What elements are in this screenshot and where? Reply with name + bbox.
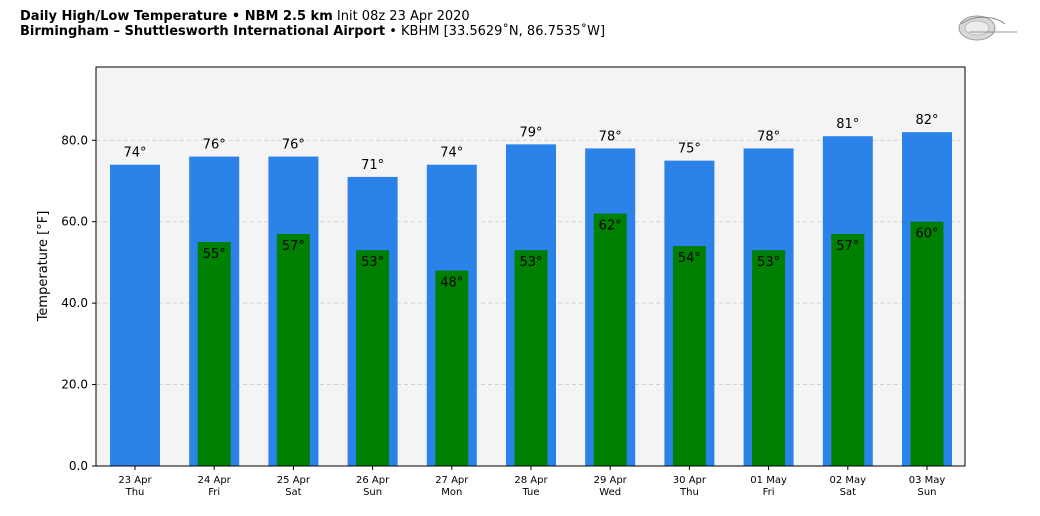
low-temp-label: 53° [757,255,780,270]
y-axis: 0.0 20.0 40.0 60.0 80.0 [61,133,96,473]
y-tick-label: 20.0 [61,378,88,392]
low-temp-bar [276,233,310,466]
header-line-2: Birmingham – Shuttlesworth International… [20,24,605,39]
high-temp-label: 76° [203,138,226,153]
low-temp-bar [514,250,548,466]
x-tick-date: 30 Apr [673,475,707,486]
y-tick-label: 80.0 [61,133,88,147]
high-temp-label: 76° [282,138,305,153]
x-tick-date: 27 Apr [435,475,469,486]
x-tick-day: Tue [521,487,539,498]
x-tick-date: 03 May [909,475,946,486]
low-temp-bar [197,242,231,466]
high-temp-bar [110,164,160,466]
low-temp-label: 53° [361,255,384,270]
x-tick-date: 26 Apr [356,475,390,486]
x-tick-day: Sun [917,487,936,498]
low-temp-bar [356,250,390,466]
header-location: Birmingham – Shuttlesworth International… [20,24,386,39]
y-tick-label: 40.0 [61,296,88,310]
low-temp-bar [831,233,865,466]
high-temp-label: 78° [599,129,622,144]
low-temp-label: 62° [599,219,622,234]
header-init-time: Init 08z 23 Apr 2020 [336,9,470,24]
x-tick-day: Sun [363,487,382,498]
x-tick-day: Fri [763,487,775,498]
x-tick-date: 24 Apr [198,475,232,486]
low-temp-label: 60° [915,227,938,242]
x-tick-date: 23 Apr [118,475,152,486]
header-line-1: Daily High/Low Temperature • NBM 2.5 km … [20,9,605,24]
x-tick-day: Thu [125,487,145,498]
x-tick-date: 02 May [830,475,867,486]
x-tick-day: Sat [285,487,301,498]
high-temp-label: 74° [123,146,146,161]
y-axis-label: Temperature [°F] [36,211,51,323]
header-station: • KBHM [33.5629˚N, 86.7535˚W] [389,24,606,39]
low-temp-label: 57° [836,239,859,254]
y-tick-label: 0.0 [69,459,88,473]
high-temp-label: 82° [915,113,938,128]
low-temp-label: 53° [519,255,542,270]
high-temp-label: 71° [361,158,384,173]
low-temp-label: 48° [440,276,463,291]
high-temp-label: 74° [440,146,463,161]
x-tick-date: 01 May [750,475,787,486]
low-temp-bar [910,221,944,466]
low-temp-bar [672,246,706,466]
bars [110,132,952,467]
low-temp-bar [752,250,786,466]
weatherbell-logo [958,15,1017,41]
low-temp-bar [435,270,469,466]
x-tick-day: Thu [679,487,699,498]
x-tick-date: 25 Apr [277,475,311,486]
y-tick-label: 60.0 [61,215,88,229]
x-tick-day: Sat [840,487,856,498]
high-temp-label: 78° [757,129,780,144]
x-tick-day: Mon [441,487,462,498]
low-temp-label: 54° [678,251,701,266]
low-temp-label: 57° [282,239,305,254]
high-temp-label: 81° [836,117,859,132]
x-tick-day: Fri [208,487,220,498]
high-temp-label: 75° [678,142,701,157]
bar-labels: 74° 76° 55° 76° 57° 71° 53° 74° 48° 79° 53° 78° 62° 7… [123,113,938,290]
x-tick-day: Wed [599,487,621,498]
x-tick-date: 28 Apr [514,475,548,486]
chart-header: Daily High/Low Temperature • NBM 2.5 km … [20,9,605,39]
high-temp-label: 79° [519,125,542,140]
low-temp-bar [593,213,627,466]
header-title: Daily High/Low Temperature • NBM 2.5 km [20,9,333,24]
low-temp-label: 55° [203,247,226,262]
x-tick-date: 29 Apr [594,475,628,486]
